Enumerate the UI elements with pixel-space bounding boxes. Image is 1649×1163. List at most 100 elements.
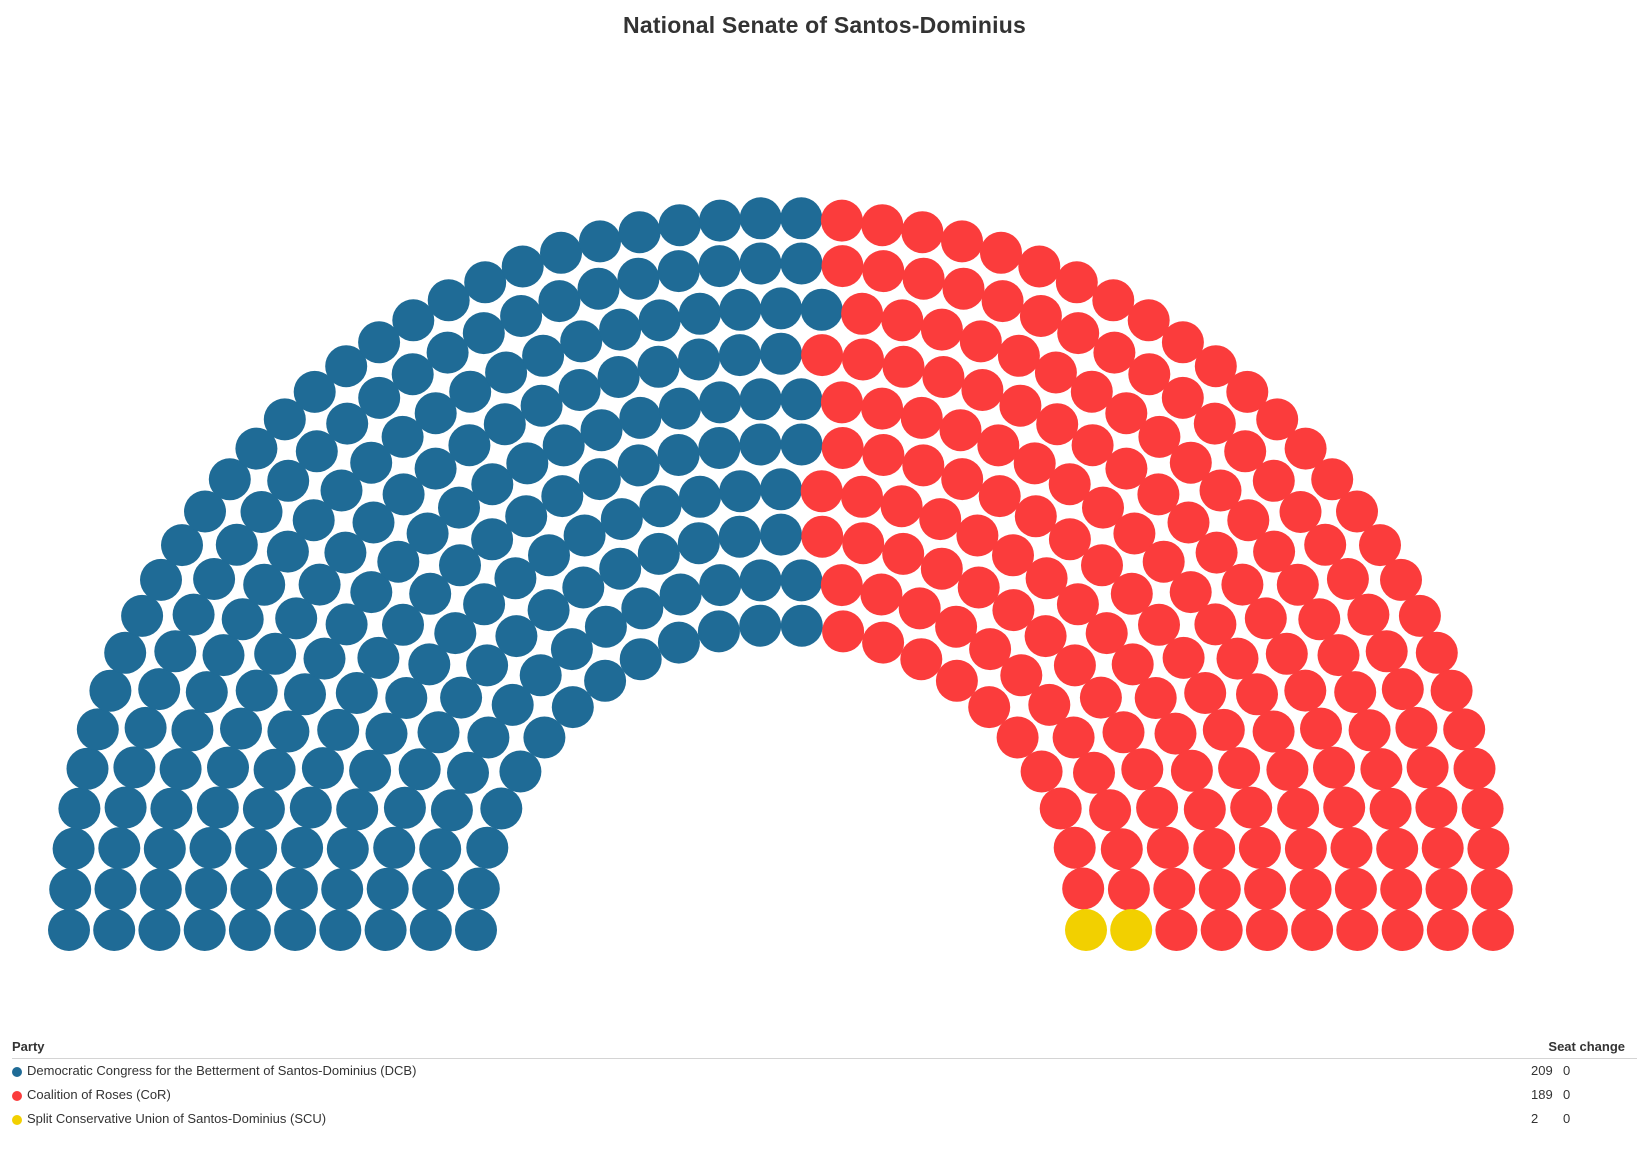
seat-party-1 (1127, 299, 1170, 342)
seat-party-1 (1421, 827, 1464, 870)
seat-party-1 (1336, 490, 1378, 533)
seat-party-1 (1055, 261, 1098, 304)
seat-party-1 (1253, 530, 1296, 573)
seat-party-0 (358, 321, 401, 364)
seat-party-1 (1193, 828, 1236, 870)
seat-party-0 (657, 250, 700, 293)
seat-party-1 (1146, 826, 1189, 869)
seat-party-0 (76, 708, 119, 751)
seat-party-0 (760, 468, 802, 511)
seat-party-1 (1398, 594, 1441, 637)
seat-party-1 (1110, 572, 1153, 615)
seat-party-0 (324, 531, 367, 574)
seat-party-1 (1093, 331, 1136, 374)
seat-party-0 (584, 659, 627, 702)
seat-party-0 (426, 331, 469, 374)
seat-party-0 (94, 868, 137, 910)
legend-row-cor: Coalition of Roses (CoR) 189 0 (12, 1083, 1637, 1107)
seat-party-0 (292, 499, 335, 542)
seat-party-0 (235, 427, 278, 470)
seat-party-0 (563, 514, 606, 557)
seat-party-0 (321, 868, 364, 911)
seat-party-0 (382, 473, 425, 516)
seat-party-0 (540, 231, 582, 274)
seat-party-0 (104, 786, 147, 829)
seat-party-0 (267, 459, 310, 502)
seat-party-1 (999, 384, 1042, 427)
seat-party-1 (1194, 345, 1237, 388)
seat-party-1 (1092, 279, 1135, 322)
seat-party-1 (941, 220, 983, 263)
seat-party-1 (898, 587, 941, 630)
seat-party-1 (1134, 677, 1177, 719)
seat-party-0 (383, 786, 426, 829)
seat-party-1 (1034, 351, 1077, 394)
seat-party-0 (679, 475, 721, 518)
seat-party-0 (597, 356, 640, 398)
seat-party-0 (409, 909, 452, 951)
seat-party-0 (185, 671, 228, 714)
seat-party-0 (551, 686, 594, 729)
seat-party-0 (599, 547, 642, 590)
seat-party-0 (466, 644, 509, 687)
seat-party-0 (739, 604, 782, 647)
seat-party-0 (150, 787, 193, 830)
seat-party-0 (230, 868, 273, 911)
seat-party-0 (494, 557, 537, 600)
seat-party-0 (208, 458, 251, 501)
seat-party-1 (935, 605, 978, 648)
seat-party-1 (1183, 788, 1226, 831)
seat-party-0 (207, 746, 249, 789)
seat-party-0 (377, 540, 420, 583)
seat-party-1 (1200, 909, 1243, 951)
seat-party-1 (1330, 827, 1373, 869)
seat-party-1 (992, 589, 1035, 632)
seat-party-1 (1028, 683, 1071, 726)
seat-party-0 (528, 534, 570, 577)
seat-party-0 (562, 566, 605, 609)
seat-party-0 (457, 867, 500, 910)
seat-party-1 (1018, 245, 1061, 288)
seat-party-0 (505, 495, 548, 538)
seat-party-0 (58, 787, 101, 830)
seat-party-0 (495, 615, 538, 658)
seat-party-0 (381, 415, 424, 458)
seat-party-1 (968, 686, 1011, 729)
seat-party-1 (820, 199, 863, 242)
seat-party-1 (861, 387, 904, 430)
seat-party-0 (462, 312, 505, 355)
seat-party-0 (220, 707, 262, 750)
seat-party-1 (1053, 644, 1096, 687)
seat-party-0 (619, 638, 662, 681)
seat-party-0 (52, 827, 95, 870)
seat-party-0 (409, 572, 452, 615)
seat-party-0 (336, 788, 379, 831)
seat-party-1 (820, 381, 863, 424)
seat-party-0 (159, 748, 202, 791)
seat-party-1 (1070, 370, 1113, 413)
seat-party-0 (698, 427, 741, 469)
seat-party-1 (1276, 563, 1319, 606)
seat-party-1 (1137, 473, 1180, 516)
seat-party-1 (1313, 746, 1355, 789)
seat-party-1 (1013, 442, 1056, 485)
seat-party-0 (430, 789, 473, 832)
seat-party-1 (1128, 353, 1171, 396)
seat-party-0 (364, 909, 407, 951)
seat-party-1 (1216, 637, 1259, 680)
chart-title: National Senate of Santos-Dominius (623, 12, 1026, 38)
seat-party-0 (677, 522, 720, 565)
seat-party-0 (780, 197, 823, 240)
seat-party-0 (739, 559, 782, 602)
seat-party-0 (121, 594, 164, 637)
seat-party-1 (822, 610, 865, 653)
party-seats: 2 (1531, 1111, 1539, 1126)
seat-party-1 (1311, 458, 1354, 501)
seat-party-0 (739, 197, 782, 240)
seat-party-0 (480, 787, 523, 830)
party-color-dot (12, 1067, 22, 1077)
seat-party-1 (1048, 463, 1091, 506)
seat-party-1 (1062, 867, 1105, 910)
seat-party-1 (1256, 398, 1299, 441)
seat-party-0 (698, 245, 741, 288)
